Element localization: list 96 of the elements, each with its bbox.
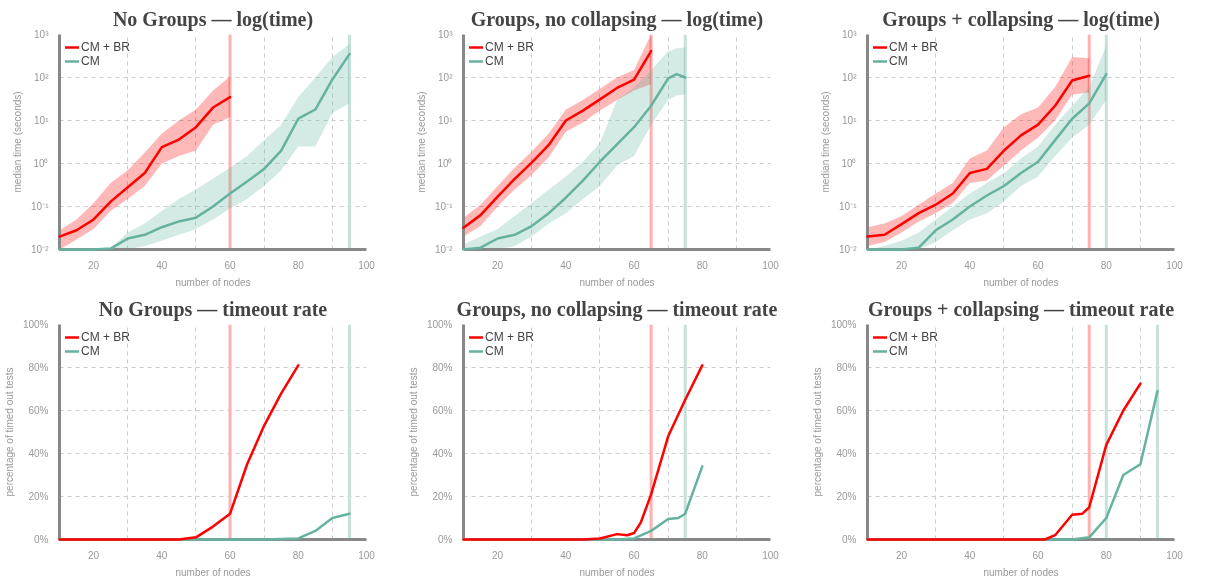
x-tick-label: 20 [88,549,100,561]
legend-label: CM [889,344,909,358]
x-tick-label: 40 [560,259,572,271]
y-axis-title: median time (seconds) [416,91,428,193]
y-tick-label: 10¹ [842,115,858,126]
y-tick-label: 0% [34,534,49,545]
y-tick-label: 10² [438,72,454,83]
x-tick-label: 20 [492,259,504,271]
x-tick-label: 80 [292,259,305,271]
legend-label: CM [81,54,101,68]
legend-label: CM [889,54,909,68]
y-tick-label: 100% [830,319,857,330]
y-tick-label: 10³ [438,29,454,40]
x-axis-title: number of nodes [175,566,251,578]
x-axis-title: number of nodes [579,566,655,578]
y-axis-title: median time (seconds) [820,91,832,193]
chart-title: Groups + collapsing — timeout rate [867,297,1175,321]
x-tick-label: 60 [628,259,641,271]
x-tick-label: 20 [492,549,504,561]
y-tick-label: 10⁰ [33,158,49,169]
y-axis-title: percentage of timed out tests [811,367,823,497]
y-tick-label: 0% [842,534,857,545]
x-axis-title: number of nodes [983,566,1059,578]
y-tick-label: 60% [432,405,453,416]
legend-label: CM + BR [485,40,535,54]
y-tick-label: 10¹ [438,115,454,126]
x-tick-label: 20 [896,259,908,271]
y-tick-label: 10⁻¹ [435,201,454,212]
y-tick-label: 10⁰ [437,158,453,169]
y-tick-label: 10² [842,72,858,83]
x-tick-label: 20 [896,549,908,561]
y-tick-label: 60% [28,405,49,416]
x-tick-label: 60 [628,549,641,561]
x-tick-label: 60 [1032,259,1045,271]
x-tick-label: 100 [1166,549,1184,561]
x-tick-label: 100 [358,549,376,561]
y-tick-label: 100% [22,319,49,330]
y-tick-label: 80% [836,362,857,373]
y-tick-label: 20% [28,491,49,502]
y-axis-title: median time (seconds) [12,91,24,193]
y-axis-title: percentage of timed out tests [407,367,419,497]
x-tick-label: 60 [224,549,237,561]
y-tick-label: 10³ [842,29,858,40]
x-tick-label: 80 [292,549,305,561]
y-axis-title: percentage of timed out tests [3,367,15,497]
x-tick-label: 80 [1100,549,1113,561]
y-tick-label: 60% [836,405,857,416]
y-tick-label: 10⁻² [435,244,454,255]
x-tick-label: 100 [358,259,376,271]
y-tick-label: 10¹ [34,115,50,126]
y-tick-label: 10⁻² [839,244,858,255]
y-tick-label: 80% [28,362,49,373]
legend-label: CM [81,344,101,358]
x-tick-label: 60 [224,259,237,271]
x-tick-label: 100 [762,259,780,271]
x-tick-label: 80 [696,549,709,561]
x-tick-label: 40 [156,549,168,561]
y-tick-label: 0% [438,534,453,545]
chart-title: Groups, no collapsing — log(time) [470,7,764,31]
legend-label: CM [485,54,505,68]
legend-label: CM + BR [81,330,131,344]
y-tick-label: 40% [28,448,49,459]
x-tick-label: 60 [1032,549,1045,561]
x-tick-label: 40 [156,259,168,271]
y-tick-label: 40% [836,448,857,459]
x-axis-title: number of nodes [579,276,655,288]
legend-label: CM + BR [889,330,939,344]
chart-title: No Groups — timeout rate [98,297,328,321]
y-tick-label: 10⁰ [841,158,857,169]
x-tick-label: 40 [964,549,976,561]
y-tick-label: 80% [432,362,453,373]
chart-title: No Groups — log(time) [112,7,314,31]
chart-title: Groups, no collapsing — timeout rate [456,297,778,321]
x-tick-label: 80 [696,259,709,271]
y-tick-label: 10⁻¹ [31,201,50,212]
x-tick-label: 20 [88,259,100,271]
x-tick-label: 100 [762,549,780,561]
y-tick-label: 40% [432,448,453,459]
chart-title: Groups + collapsing — log(time) [882,7,1160,31]
y-tick-label: 20% [432,491,453,502]
x-axis-title: number of nodes [175,276,251,288]
y-tick-label: 10⁻¹ [839,201,858,212]
y-tick-label: 10⁻² [31,244,50,255]
y-tick-label: 10² [34,72,50,83]
y-tick-label: 10³ [34,29,50,40]
legend-label: CM + BR [889,40,939,54]
legend-label: CM + BR [81,40,131,54]
x-tick-label: 40 [964,259,976,271]
legend-label: CM + BR [485,330,535,344]
x-tick-label: 40 [560,549,572,561]
legend-label: CM [485,344,505,358]
y-tick-label: 100% [426,319,453,330]
x-tick-label: 80 [1100,259,1113,271]
y-tick-label: 20% [836,491,857,502]
x-tick-label: 100 [1166,259,1184,271]
x-axis-title: number of nodes [983,276,1059,288]
